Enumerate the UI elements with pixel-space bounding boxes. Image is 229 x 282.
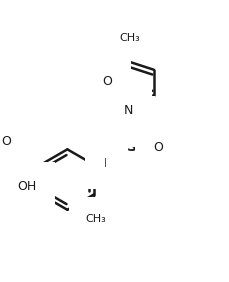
Text: O: O (102, 75, 112, 88)
Text: O: O (125, 115, 135, 128)
Text: CH₃: CH₃ (119, 33, 139, 43)
Text: O: O (153, 141, 162, 154)
Text: NH: NH (103, 157, 122, 170)
Text: CH₃: CH₃ (85, 214, 106, 224)
Text: OH: OH (17, 180, 36, 193)
Text: N: N (123, 103, 132, 117)
Text: S: S (126, 140, 136, 154)
Text: O: O (1, 135, 11, 148)
